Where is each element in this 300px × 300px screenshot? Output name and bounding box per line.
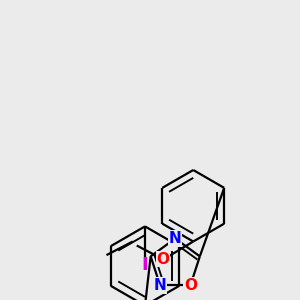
Text: I: I (142, 256, 148, 274)
Text: N: N (169, 231, 182, 246)
Text: N: N (154, 278, 166, 293)
Text: O: O (184, 278, 197, 293)
Text: O: O (157, 252, 169, 267)
